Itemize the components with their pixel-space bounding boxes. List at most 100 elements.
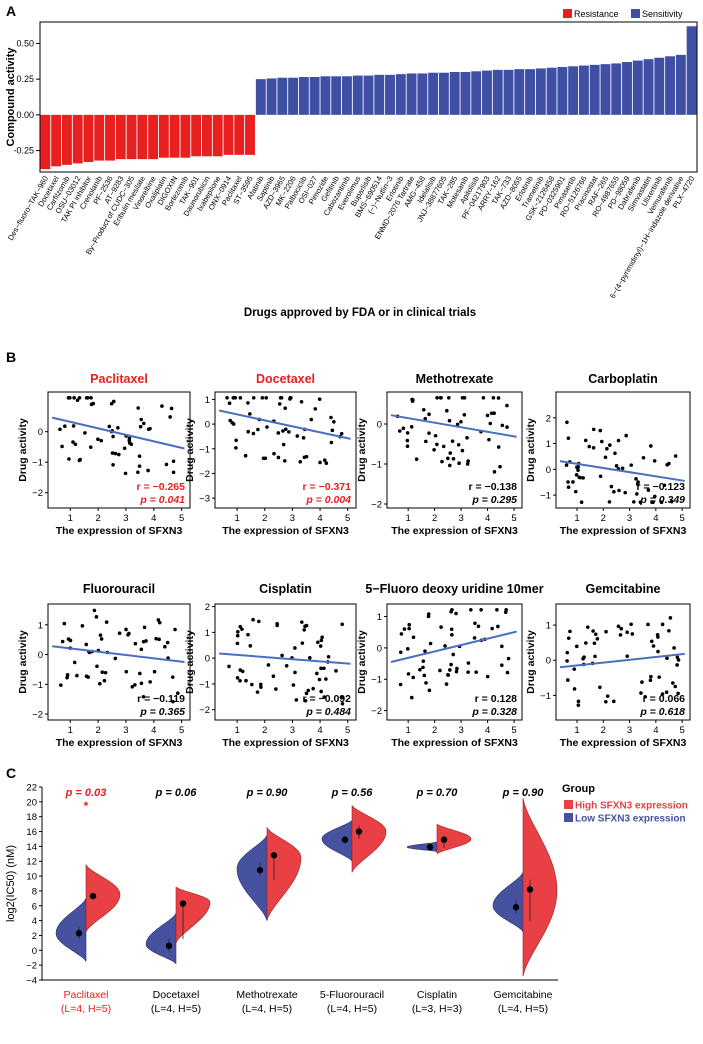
x-tick-label: 2	[601, 513, 606, 524]
x-axis-label: Drugs approved by FDA or in clinical tri…	[244, 307, 476, 319]
bar	[535, 68, 546, 115]
data-point	[401, 426, 406, 431]
data-point	[68, 396, 72, 400]
data-point	[565, 659, 569, 663]
data-point	[94, 615, 99, 619]
x-tick-label: 1	[234, 513, 239, 524]
data-point	[656, 635, 660, 639]
bar	[385, 74, 395, 115]
correlation-r: r = −0.265	[137, 481, 186, 493]
data-point	[235, 676, 240, 680]
data-point	[579, 500, 584, 505]
plot-frame	[555, 391, 691, 509]
regression-line	[390, 414, 517, 438]
data-point	[248, 644, 253, 648]
violin-high-half	[436, 823, 472, 855]
bar	[158, 114, 169, 158]
x-tick-label: 3	[290, 513, 295, 524]
data-point	[171, 699, 175, 704]
data-point	[168, 415, 172, 419]
data-point	[227, 401, 232, 405]
data-point	[407, 622, 412, 627]
data-point	[593, 632, 598, 637]
data-point	[573, 489, 578, 494]
data-point	[611, 699, 616, 704]
y-tick-label: −1	[199, 679, 210, 690]
data-point	[446, 396, 451, 400]
data-point	[293, 646, 297, 650]
x-tick-label: 3	[123, 725, 128, 736]
data-point	[584, 641, 588, 645]
bar	[115, 114, 126, 160]
data-point	[66, 637, 71, 641]
data-point	[276, 431, 281, 435]
bar	[525, 69, 536, 115]
data-point	[665, 656, 669, 661]
data-point	[398, 682, 403, 687]
mean-point-low	[256, 866, 264, 874]
data-point	[449, 662, 453, 667]
data-point	[67, 457, 71, 461]
bar	[460, 72, 471, 115]
mean-point-low	[341, 836, 349, 843]
bar	[395, 74, 406, 115]
data-point	[476, 624, 481, 629]
data-point	[488, 421, 493, 426]
data-point	[276, 455, 281, 460]
data-point	[673, 684, 678, 689]
data-point	[228, 418, 233, 423]
violin-low-half	[145, 913, 177, 965]
x-tick-label: 2	[262, 513, 267, 524]
y-axis-label: Drug activity	[17, 418, 29, 482]
group-sample-size: (L=4, H=5)	[61, 1003, 111, 1015]
data-point	[84, 396, 89, 400]
data-point	[322, 458, 327, 462]
data-point	[315, 671, 319, 676]
bar	[223, 114, 234, 155]
mean-point-high	[89, 892, 97, 900]
data-point	[423, 649, 427, 653]
data-point	[450, 633, 454, 637]
data-point	[598, 474, 603, 479]
violin-group: p = 0.03* Paclitaxel (L=4, H=5)	[55, 787, 121, 1015]
data-point	[473, 621, 477, 626]
data-point	[311, 686, 315, 691]
data-point	[460, 448, 465, 453]
data-point	[123, 471, 128, 476]
data-point	[608, 443, 612, 447]
data-point	[664, 690, 669, 695]
mean-point-high	[440, 836, 448, 843]
data-point	[505, 425, 509, 429]
y-tick-label: 1	[205, 628, 210, 639]
bar	[632, 60, 643, 115]
x-tick-label: 1	[574, 513, 579, 524]
data-point	[256, 427, 260, 432]
y-tick-label: 0	[546, 656, 551, 667]
data-point	[77, 396, 82, 400]
group-name: 5-Fluorouracil	[320, 989, 384, 1001]
y-axis-label: log2(IC50) (nM)	[5, 845, 17, 922]
data-point	[454, 669, 459, 674]
data-point	[660, 622, 665, 627]
data-point	[591, 427, 596, 432]
data-point	[619, 626, 624, 631]
plot-frame	[386, 603, 523, 721]
data-point	[411, 675, 416, 680]
data-point	[71, 440, 75, 444]
data-point	[246, 429, 251, 434]
data-point	[444, 682, 449, 686]
data-point	[675, 663, 679, 667]
data-point	[137, 464, 142, 468]
data-point	[438, 396, 443, 400]
data-point	[446, 673, 450, 677]
data-point	[142, 625, 147, 630]
data-point	[271, 674, 276, 679]
data-point	[304, 691, 309, 696]
data-point	[324, 677, 328, 681]
data-point	[319, 689, 323, 694]
data-point	[111, 399, 116, 404]
data-point	[265, 425, 269, 429]
bar	[94, 114, 105, 161]
data-point	[409, 695, 414, 700]
